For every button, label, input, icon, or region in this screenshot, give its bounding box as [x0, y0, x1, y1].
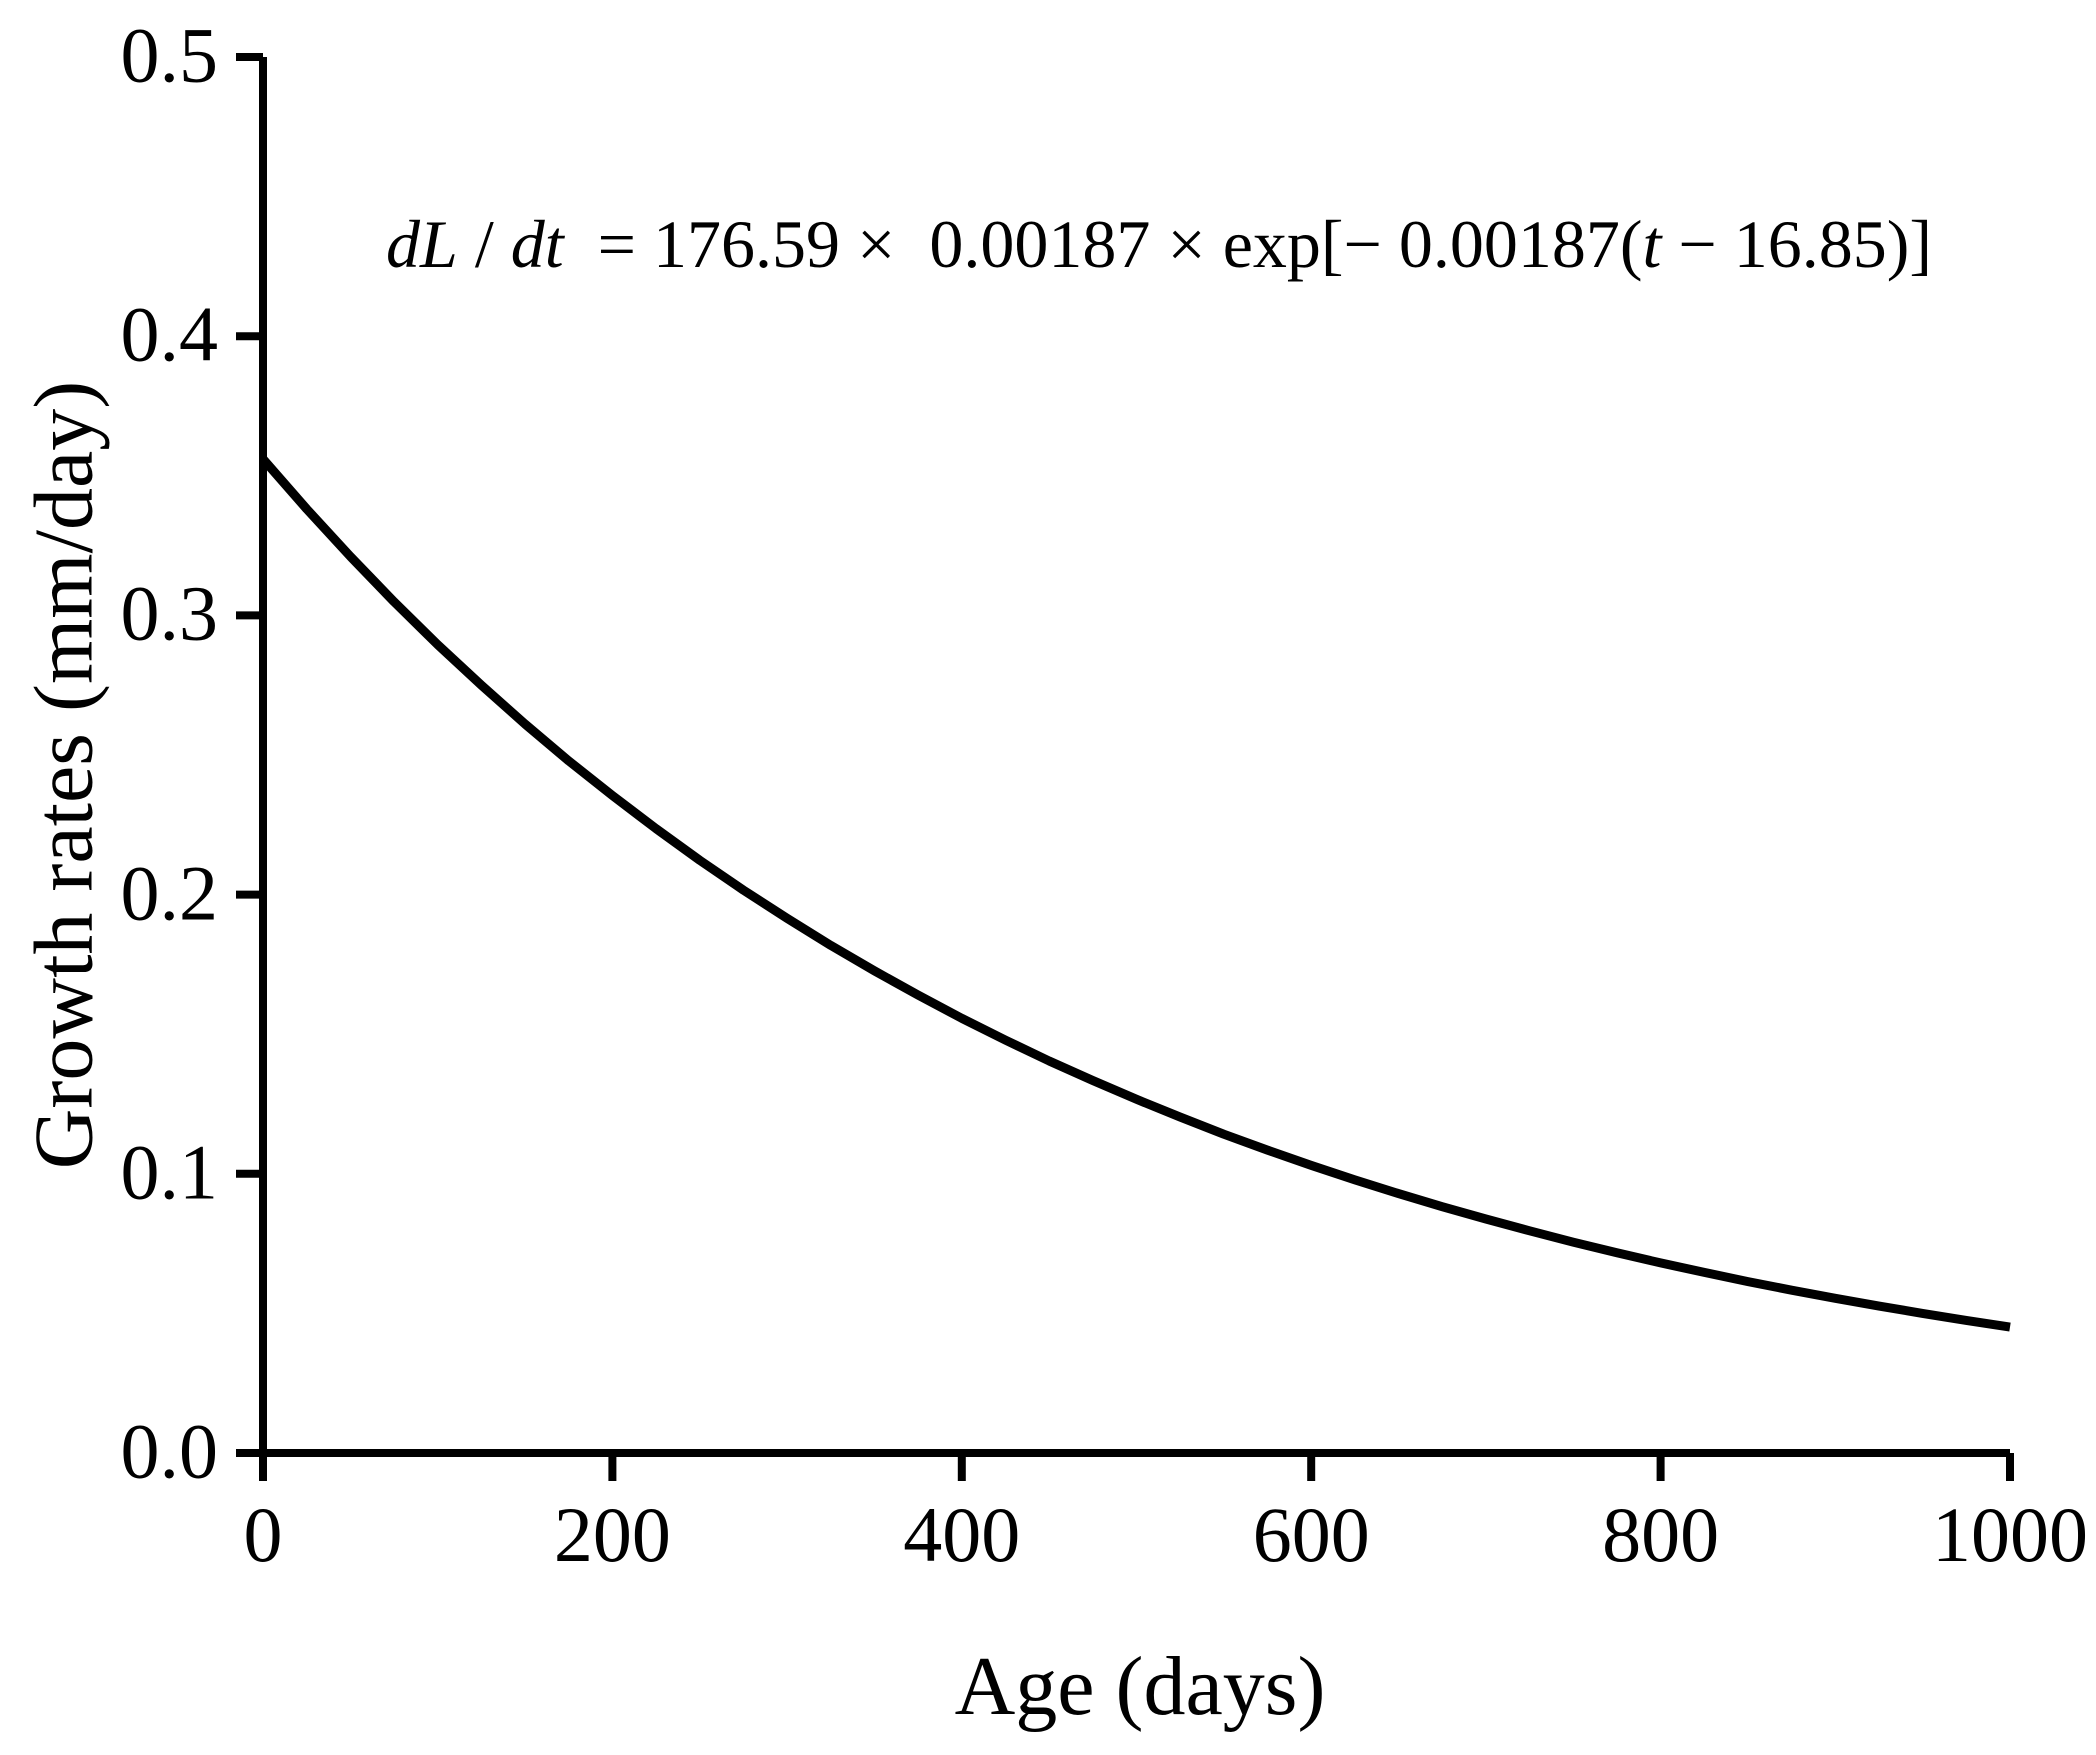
y-tick-label: 0.2: [120, 849, 219, 937]
y-tick-label: 0.1: [120, 1128, 219, 1216]
equation-annotation: dL / dt = 176.59 × 0.00187 × exp[− 0.001…: [318, 142, 1932, 346]
growth-rate-curve: [259, 456, 2011, 1332]
x-tick-label: 0: [243, 1491, 283, 1578]
equation-dt: dt: [510, 206, 564, 282]
curve-layer: [259, 456, 2011, 1332]
equation-slash: /: [457, 206, 511, 282]
x-tick-label: 600: [1252, 1491, 1370, 1578]
y-tick-label: 0.4: [120, 290, 219, 378]
equation-dL: dL: [386, 206, 458, 282]
x-axis-title: Age (days): [954, 1640, 1326, 1733]
y-tick-label: 0.3: [120, 569, 219, 657]
y-axis-title: Growth rates (mm/day): [17, 380, 111, 1170]
equation-body-right: − 16.85)]: [1661, 206, 1933, 282]
equation-body-left: = 176.59 × 0.00187 × exp[− 0.00187(: [563, 206, 1643, 282]
x-tick-label: 400: [903, 1491, 1021, 1578]
x-tick-label: 1000: [1932, 1491, 2088, 1578]
equation-t-variable: t: [1642, 206, 1662, 282]
y-tick-label: 0.5: [120, 11, 219, 99]
x-tick-label: 800: [1602, 1491, 1720, 1578]
x-tick-label: 200: [553, 1491, 671, 1578]
axis-ticks: [236, 53, 2014, 1481]
y-tick-label: 0.0: [120, 1407, 219, 1495]
